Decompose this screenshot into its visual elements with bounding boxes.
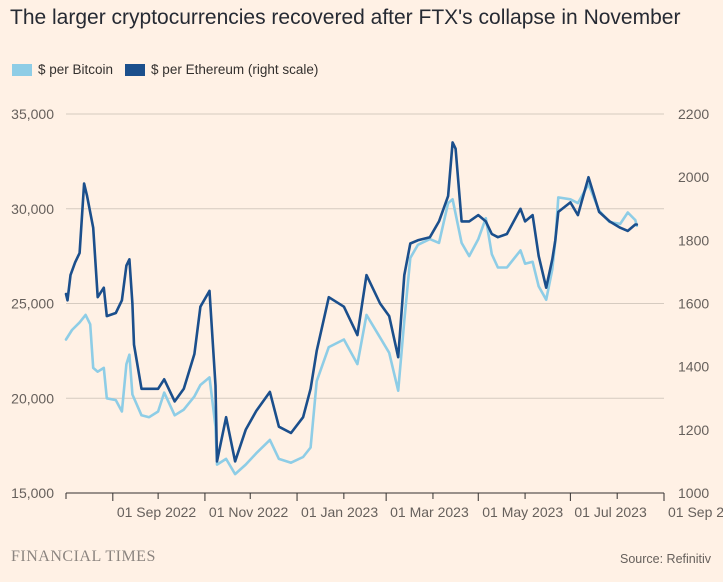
y-left-tick-label: 20,000 bbox=[11, 390, 54, 406]
ft-logo: FINANCIAL TIMES bbox=[11, 548, 156, 565]
y-right-tick-label: 1800 bbox=[678, 232, 709, 248]
x-tick-label: 01 Jul 2023 bbox=[574, 504, 647, 520]
y-right-tick-label: 2200 bbox=[678, 106, 709, 122]
y-right-tick-label: 1200 bbox=[678, 422, 709, 438]
x-axis: 01 Sep 2022 01 Nov 2022 01 Jan 2023 01 Mar … bbox=[65, 492, 723, 520]
chart-title: The larger cryptocurrencies recovered af… bbox=[10, 6, 681, 29]
y-axis-left: 15,000 20,000 25,000 30,000 35,000 bbox=[11, 106, 54, 501]
y-right-tick-label: 1600 bbox=[678, 296, 709, 312]
legend-swatch-ethereum bbox=[125, 63, 146, 76]
y-left-tick-label: 35,000 bbox=[11, 106, 54, 122]
y-right-tick-label: 1000 bbox=[678, 485, 709, 501]
gridlines bbox=[66, 113, 664, 399]
y-axis-right: 1000 1200 1400 1600 1800 2000 2200 bbox=[678, 106, 709, 501]
legend-label-bitcoin: $ per Bitcoin bbox=[38, 62, 114, 77]
y-left-tick-label: 30,000 bbox=[11, 201, 54, 217]
series-lines bbox=[64, 141, 639, 476]
y-right-tick-label: 1400 bbox=[678, 359, 709, 375]
y-left-tick-label: 15,000 bbox=[11, 485, 54, 501]
x-tick-label: 01 Nov 2022 bbox=[209, 504, 289, 520]
x-tick-label: 01 May 2023 bbox=[482, 504, 563, 520]
x-tick-label: 01 Sep 2023 bbox=[668, 504, 723, 520]
x-tick-label: 01 Jan 2023 bbox=[301, 504, 378, 520]
chart-legend: $ per Bitcoin $ per Ethereum (right scal… bbox=[12, 62, 330, 77]
y-right-tick-label: 2000 bbox=[678, 169, 709, 185]
legend-item-ethereum: $ per Ethereum (right scale) bbox=[125, 62, 318, 77]
y-left-tick-label: 25,000 bbox=[11, 296, 54, 312]
x-tick-label: 01 Mar 2023 bbox=[390, 504, 469, 520]
legend-label-ethereum: $ per Ethereum (right scale) bbox=[151, 62, 319, 77]
legend-item-bitcoin: $ per Bitcoin bbox=[12, 62, 113, 77]
source-note: Source: Refinitiv bbox=[619, 552, 711, 566]
x-tick-label: 01 Sep 2022 bbox=[117, 504, 197, 520]
bitcoin-series-line bbox=[64, 182, 639, 476]
ethereum-series-line bbox=[64, 141, 639, 463]
legend-swatch-bitcoin bbox=[12, 63, 32, 76]
